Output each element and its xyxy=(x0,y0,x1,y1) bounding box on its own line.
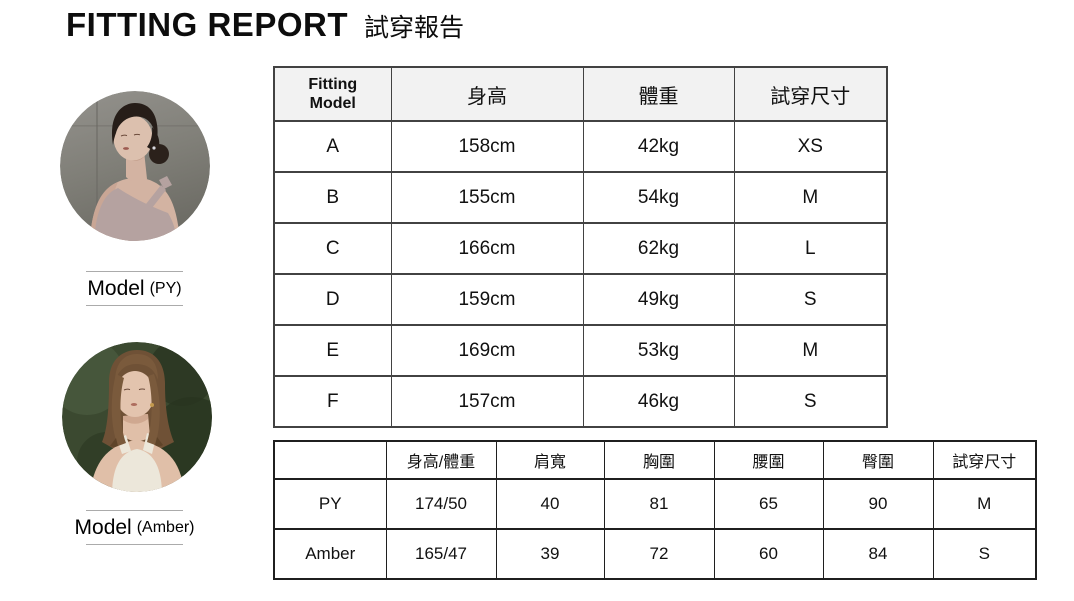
model-amber-illustration xyxy=(62,342,212,492)
table-row: Amber 165/47 39 72 60 84 S xyxy=(273,528,1037,580)
table-cell: D xyxy=(273,273,392,326)
table-cell: 159cm xyxy=(390,273,584,326)
column-header: 試穿尺寸 xyxy=(932,440,1037,480)
table-cell: XS xyxy=(733,120,888,173)
column-header: 腰圍 xyxy=(713,440,824,480)
table-cell: 84 xyxy=(822,528,934,580)
page-title-english: FITTING REPORT xyxy=(66,6,348,43)
table-cell: 39 xyxy=(495,528,605,580)
table-cell: Amber xyxy=(273,528,387,580)
page-title: FITTING REPORT 試穿報告 xyxy=(66,6,464,44)
measurements-table-body: PY 174/50 40 81 65 90 M Amber 165/47 39 72 60 84 S xyxy=(273,478,1037,580)
table-row: A 158cm 42kg XS xyxy=(273,120,888,173)
table-cell: 90 xyxy=(822,478,934,530)
table-cell: 169cm xyxy=(390,324,584,377)
fitting-table-header-row: Fitting Model 身高 體重 試穿尺寸 xyxy=(273,66,888,122)
table-cell: 65 xyxy=(713,478,824,530)
model-id: (Amber) xyxy=(136,518,195,536)
model-py-illustration xyxy=(60,91,210,241)
table-cell: S xyxy=(733,273,888,326)
fitting-table-body: A 158cm 42kg XS B 155cm 54kg M C 166cm 62kg L D 159cm… xyxy=(273,120,888,428)
table-cell: 166cm xyxy=(390,222,584,275)
table-row: D 159cm 49kg S xyxy=(273,273,888,326)
table-cell: M xyxy=(733,324,888,377)
model-measurements-table: 身高/體重 肩寬 胸圍 腰圍 臀圍 試穿尺寸 PY 174/50 40 81 65 90 M Amber… xyxy=(273,440,1037,580)
table-cell: S xyxy=(733,375,888,428)
table-row: C 166cm 62kg L xyxy=(273,222,888,275)
table-cell: 174/50 xyxy=(385,478,497,530)
table-row: PY 174/50 40 81 65 90 M xyxy=(273,478,1037,530)
model-name: Model xyxy=(87,276,145,300)
table-row: E 169cm 53kg M xyxy=(273,324,888,377)
table-cell: 81 xyxy=(603,478,715,530)
measurements-header-row: 身高/體重 肩寬 胸圍 腰圍 臀圍 試穿尺寸 xyxy=(273,440,1037,480)
table-cell: M xyxy=(733,171,888,224)
model-photo-py xyxy=(60,91,210,241)
column-header: Fitting Model xyxy=(273,66,392,122)
table-cell: B xyxy=(273,171,392,224)
table-cell: 46kg xyxy=(582,375,735,428)
table-cell: 40 xyxy=(495,478,605,530)
column-header: 身高/體重 xyxy=(385,440,497,480)
column-header: 身高 xyxy=(390,66,584,122)
table-cell: M xyxy=(932,478,1037,530)
table-cell: 155cm xyxy=(390,171,584,224)
table-cell: F xyxy=(273,375,392,428)
table-cell: C xyxy=(273,222,392,275)
table-cell: E xyxy=(273,324,392,377)
table-cell: A xyxy=(273,120,392,173)
table-cell: 54kg xyxy=(582,171,735,224)
table-cell: 165/47 xyxy=(385,528,497,580)
page-title-chinese: 試穿報告 xyxy=(364,14,465,42)
model-label-amber: Model (Amber) xyxy=(75,510,195,545)
column-header: 肩寬 xyxy=(495,440,605,480)
table-cell: 42kg xyxy=(582,120,735,173)
column-header: 胸圍 xyxy=(603,440,715,480)
table-cell: 62kg xyxy=(582,222,735,275)
table-cell: 60 xyxy=(713,528,824,580)
table-cell: 53kg xyxy=(582,324,735,377)
table-cell: 49kg xyxy=(582,273,735,326)
fitting-size-table: Fitting Model 身高 體重 試穿尺寸 A 158cm 42kg XS B 155cm… xyxy=(273,66,888,428)
column-header: 試穿尺寸 xyxy=(733,66,888,122)
column-header: 體重 xyxy=(582,66,735,122)
table-cell: 72 xyxy=(603,528,715,580)
model-id: (PY) xyxy=(149,279,182,297)
column-header xyxy=(273,440,387,480)
table-cell: 157cm xyxy=(390,375,584,428)
table-row: F 157cm 46kg S xyxy=(273,375,888,428)
table-cell: S xyxy=(932,528,1037,580)
model-label-py: Model (PY) xyxy=(86,271,183,306)
table-row: B 155cm 54kg M xyxy=(273,171,888,224)
table-cell: PY xyxy=(273,478,387,530)
table-cell: L xyxy=(733,222,888,275)
table-cell: 158cm xyxy=(390,120,584,173)
column-header: 臀圍 xyxy=(822,440,934,480)
model-name: Model xyxy=(74,515,132,539)
model-photo-amber xyxy=(62,342,212,492)
